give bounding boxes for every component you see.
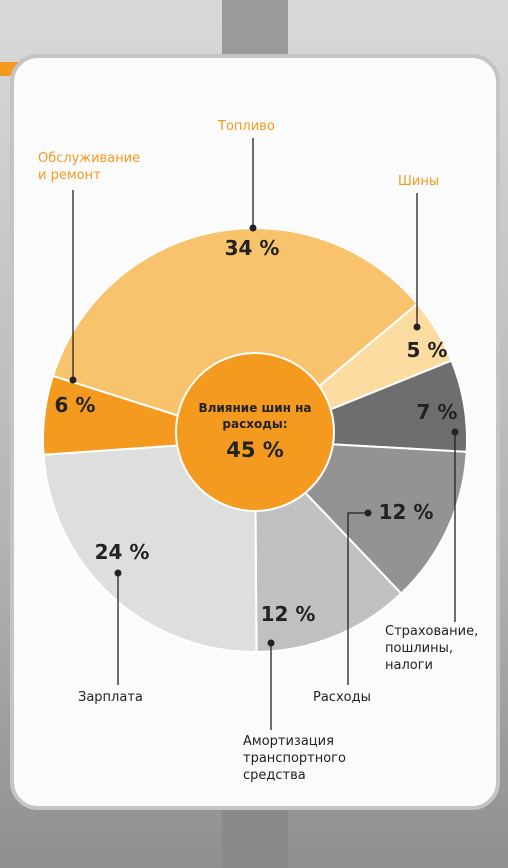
slice-name: Топливо [218,119,275,134]
slice-name: Страхование, пошлины, налоги [385,624,479,673]
slice-name: Расходы [313,690,371,705]
leader-dot [69,376,77,384]
slice-name: Шины [398,174,440,189]
pie-slice [42,438,258,653]
leader-dot [267,639,275,647]
center-label: Влияние шин на расходы: [198,401,312,431]
leader-dot [114,569,122,577]
value-label: 34 % [224,236,280,260]
leader-dot [364,509,372,517]
leaders [69,138,459,730]
slice-name: Обслуживание и ремонт [38,151,141,183]
leader-line [347,512,368,685]
center-circle [175,352,335,512]
pole [222,800,288,868]
leader-dot [249,224,257,232]
value-label: 5 % [406,338,448,362]
leader-dot [413,323,421,331]
value-label: 7 % [416,400,458,424]
pie-slice [51,227,419,442]
leader-dot [451,428,459,436]
slice-name: Амортизация транспортного средства [243,734,346,783]
value-label: 24 % [94,540,150,564]
value-label: 12 % [378,500,434,524]
center-value: 45 % [226,438,284,462]
value-label: 6 % [54,393,96,417]
slice-name: Зарплата [78,690,143,705]
value-label: 12 % [260,602,316,626]
